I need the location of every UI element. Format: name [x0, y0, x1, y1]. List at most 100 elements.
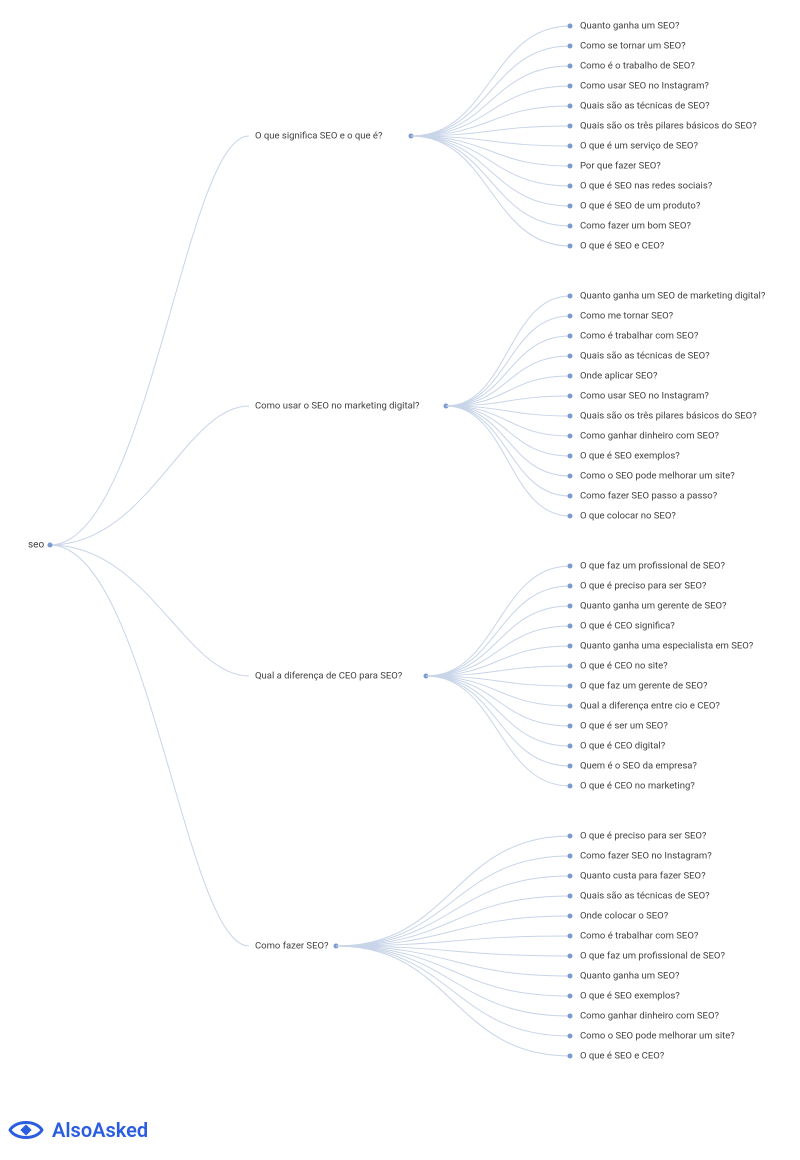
leaf-dot [568, 314, 573, 319]
edge-branch-leaf [426, 676, 570, 726]
leaf-label: O que faz um profissional de SEO? [580, 561, 725, 572]
leaf-dot [568, 894, 573, 899]
edge-branch-leaf [336, 946, 570, 1036]
leaf-dot [568, 494, 573, 499]
leaf-dot [568, 644, 573, 649]
leaf-dot [568, 224, 573, 229]
leaf-dot [568, 374, 573, 379]
leaf-dot [568, 414, 573, 419]
leaf-label: O que é CEO no marketing? [580, 781, 695, 792]
leaf-label: Quais são os três pilares básicos do SEO… [580, 121, 757, 132]
leaf-label: Como é trabalhar com SEO? [580, 931, 699, 942]
edge-branch-leaf [426, 676, 570, 766]
brand-name: AlsoAsked [52, 1118, 148, 1142]
leaf-label: Onde colocar o SEO? [580, 911, 669, 922]
leaf-dot [568, 64, 573, 69]
leaf-label: Quais são os três pilares básicos do SEO… [580, 411, 757, 422]
leaf-label: Quanto ganha uma especialista em SEO? [580, 641, 754, 652]
leaf-label: Quanto custa para fazer SEO? [580, 871, 706, 882]
leaf-label: Como fazer SEO no Instagram? [580, 851, 712, 862]
leaf-label: O que é preciso para ser SEO? [580, 581, 707, 592]
leaf-label: O que é SEO de um produto? [580, 201, 701, 212]
edge-root-branch [50, 545, 249, 946]
root-label: seo [28, 540, 44, 551]
leaf-label: O que é SEO nas redes sociais? [580, 181, 713, 192]
edge-branch-leaf [411, 136, 570, 186]
leaf-dot [568, 1034, 573, 1039]
leaf-dot [568, 84, 573, 89]
leaf-label: Quais são as técnicas de SEO? [580, 351, 710, 362]
leaf-dot [568, 514, 573, 519]
edge-branch-leaf [446, 406, 570, 496]
edge-branch-leaf [446, 316, 570, 406]
edge-branch-leaf [336, 836, 570, 946]
edge-branch-leaf [446, 406, 570, 516]
edge-branch-leaf [446, 356, 570, 406]
edge-branch-leaf [446, 406, 570, 456]
leaf-label: O que é preciso para ser SEO? [580, 831, 707, 842]
leaf-dot [568, 764, 573, 769]
leaf-dot [568, 354, 573, 359]
edge-branch-leaf [446, 406, 570, 476]
leaf-label: Quanto ganha um SEO de marketing digital… [580, 291, 766, 302]
leaf-dot [568, 934, 573, 939]
leaf-label: Como ganhar dinheiro com SEO? [580, 1011, 719, 1022]
edge-branch-leaf [411, 136, 570, 226]
edge-root-branch [50, 406, 249, 545]
leaf-dot [568, 604, 573, 609]
leaf-dot [568, 144, 573, 149]
leaf-label: O que faz um gerente de SEO? [580, 681, 708, 692]
leaf-label: Quais são as técnicas de SEO? [580, 101, 710, 112]
leaf-label: Como me tornar SEO? [580, 311, 674, 322]
edge-branch-leaf [411, 86, 570, 136]
leaf-label: Quanto ganha um SEO? [580, 971, 680, 982]
edge-branch-leaf [336, 946, 570, 996]
eye-icon [8, 1118, 44, 1142]
branch-label: Qual a diferença de CEO para SEO? [255, 671, 403, 682]
leaf-label: O que colocar no SEO? [580, 511, 676, 522]
leaf-label: Como é trabalhar com SEO? [580, 331, 699, 342]
edge-branch-leaf [411, 46, 570, 136]
leaf-dot [568, 874, 573, 879]
edge-branch-leaf [426, 566, 570, 676]
leaf-label: Quais são as técnicas de SEO? [580, 891, 710, 902]
leaf-label: O que é SEO e CEO? [580, 1051, 665, 1062]
leaf-dot [568, 244, 573, 249]
leaf-dot [568, 124, 573, 129]
leaf-label: Quem é o SEO da empresa? [580, 761, 697, 772]
leaf-dot [568, 724, 573, 729]
leaf-label: O que é um serviço de SEO? [580, 141, 698, 152]
edge-branch-leaf [336, 876, 570, 946]
leaf-dot [568, 184, 573, 189]
leaf-label: Quanto ganha um SEO? [580, 21, 680, 32]
edge-branch-leaf [446, 336, 570, 406]
leaf-label: Onde aplicar SEO? [580, 371, 658, 382]
leaf-dot [568, 294, 573, 299]
leaf-label: Como fazer um bom SEO? [580, 221, 691, 232]
leaf-dot [568, 834, 573, 839]
leaf-dot [568, 744, 573, 749]
leaf-dot [568, 454, 573, 459]
edge-branch-leaf [336, 946, 570, 1056]
edge-branch-leaf [426, 586, 570, 676]
edge-branch-leaf [336, 896, 570, 946]
brand-logo: AlsoAsked [8, 1118, 148, 1142]
leaf-dot [568, 664, 573, 669]
leaf-label: Como ganhar dinheiro com SEO? [580, 431, 719, 442]
leaf-label: Como é o trabalho de SEO? [580, 61, 695, 72]
edge-branch-leaf [411, 136, 570, 206]
leaf-dot [568, 624, 573, 629]
leaf-label: Como se tornar um SEO? [580, 41, 686, 52]
leaf-label: O que faz um profissional de SEO? [580, 951, 725, 962]
leaf-label: Qual a diferença entre cio e CEO? [580, 701, 720, 712]
leaf-label: Quanto ganha um gerente de SEO? [580, 601, 727, 612]
leaf-label: O que é SEO e CEO? [580, 241, 665, 252]
tree-diagram: O que significa SEO e o que é? Quanto gan… [0, 0, 800, 1160]
leaf-dot [568, 974, 573, 979]
branch-label: O que significa SEO e o que é? [255, 131, 383, 142]
edge-branch-leaf [426, 626, 570, 676]
leaf-dot [568, 104, 573, 109]
leaf-label: Como o SEO pode melhorar um site? [580, 471, 735, 482]
leaf-label: O que é CEO no site? [580, 661, 668, 672]
branch-label: Como fazer SEO? [255, 941, 329, 952]
